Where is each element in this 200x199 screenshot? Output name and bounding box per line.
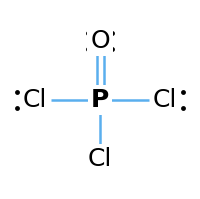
Text: O: O [90, 29, 110, 53]
Text: Cl: Cl [88, 147, 112, 171]
Text: Cl: Cl [153, 88, 177, 112]
Text: P: P [91, 88, 109, 112]
Text: Cl: Cl [23, 88, 47, 112]
